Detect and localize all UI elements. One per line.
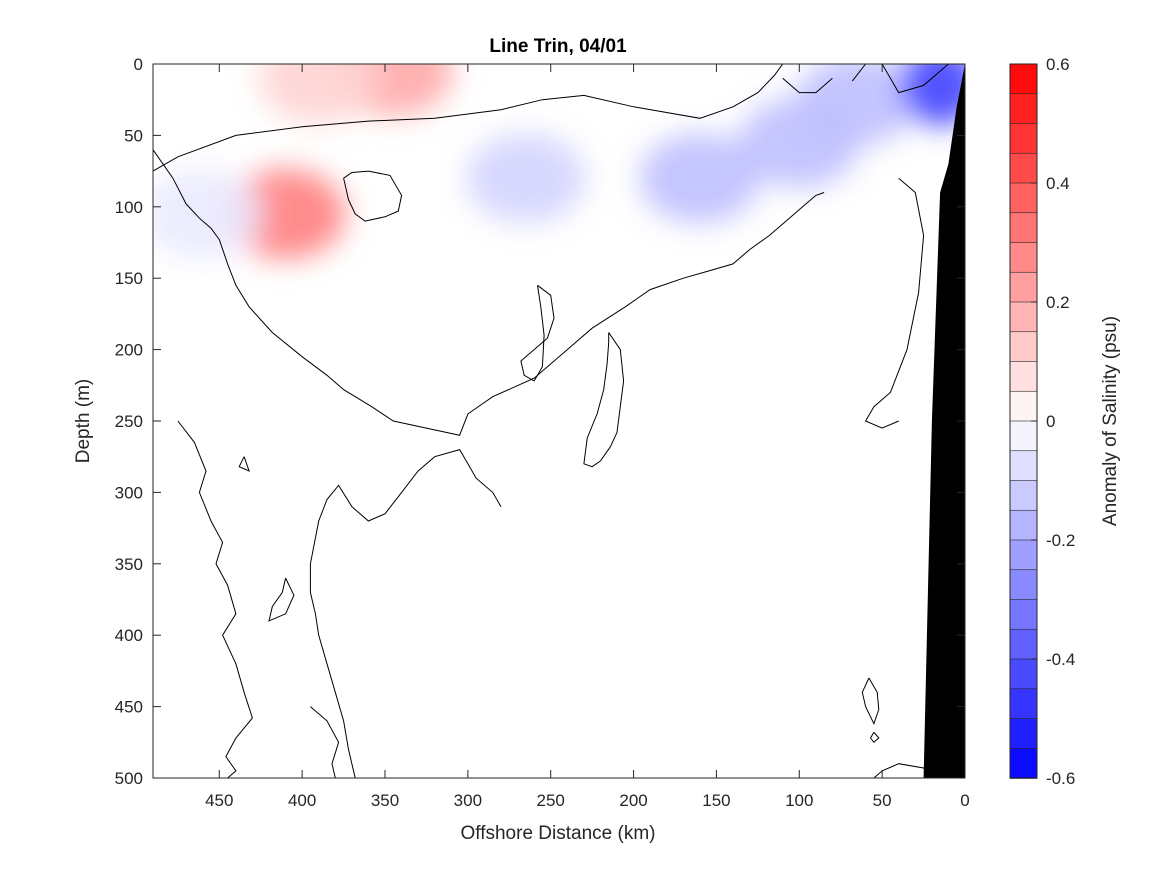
colorbar-segment — [1009, 747, 1038, 779]
zero-contour-14 — [861, 677, 880, 726]
colorbar-tick-label: 0.4 — [1046, 174, 1070, 193]
x-axis-label: Offshore Distance (km) — [461, 823, 656, 844]
chart-title: Line Trin, 04/01 — [489, 36, 627, 57]
anomaly-blob-1 — [258, 64, 379, 124]
zero-contour-7 — [583, 332, 625, 468]
colorbar-segment — [1009, 718, 1038, 750]
x-tick-label: 150 — [702, 791, 730, 810]
y-tick-label: 0 — [134, 55, 143, 74]
x-tick-label: 200 — [619, 791, 647, 810]
colorbar-segment — [1009, 63, 1038, 95]
zero-contour-12 — [310, 706, 340, 778]
x-tick-label: 300 — [454, 791, 482, 810]
colorbar-segment — [1009, 123, 1038, 155]
zero-contour-13 — [309, 449, 502, 778]
zero-contour-3 — [881, 64, 949, 94]
zero-contour-1 — [782, 77, 833, 94]
colorbar-segment — [1009, 569, 1038, 601]
y-tick-label: 50 — [124, 126, 143, 145]
bathymetry-polygon — [923, 64, 965, 778]
zero-contours — [153, 64, 949, 778]
colorbar-segment — [1009, 658, 1038, 690]
anomaly-blob-7 — [797, 64, 918, 145]
zero-contour-8 — [864, 177, 925, 429]
colorbar-segment — [1009, 242, 1038, 274]
colorbar-segment — [1009, 182, 1038, 214]
anomaly-blob-3 — [153, 168, 263, 259]
anomaly-blob-2 — [225, 168, 346, 259]
y-tick-label: 350 — [115, 555, 143, 574]
x-tick-label: 400 — [288, 791, 316, 810]
anomaly-blob-5 — [639, 133, 760, 224]
colorbar-segment — [1009, 331, 1038, 363]
colorbar-segment — [1009, 628, 1038, 660]
colorbar-segment — [1009, 509, 1038, 541]
x-tick-label: 250 — [537, 791, 565, 810]
colorbar-label: Anomaly of Salinity (psu) — [1100, 316, 1121, 526]
anomaly-blob-8 — [900, 64, 965, 126]
y-tick-label: 300 — [115, 483, 143, 502]
colorbar-segment — [1009, 539, 1038, 571]
colorbar-tick-label: 0 — [1046, 412, 1055, 431]
zero-contour-11 — [268, 577, 295, 622]
x-tick-label: 350 — [371, 791, 399, 810]
zero-contour-6 — [520, 284, 555, 382]
x-axis: 450 400 350 300 250 200 150 100 50 0 — [205, 64, 970, 810]
x-tick-label: 100 — [785, 791, 813, 810]
y-tick-label: 100 — [115, 198, 143, 217]
y-tick-label: 250 — [115, 412, 143, 431]
zero-contour-0 — [153, 64, 784, 172]
y-tick-label: 500 — [115, 769, 143, 788]
colorbar-tick-label: -0.6 — [1046, 769, 1075, 788]
colorbar-segment — [1009, 688, 1038, 720]
colorbar-tick-label: -0.4 — [1046, 650, 1075, 669]
x-tick-label: 50 — [873, 791, 892, 810]
colorbar-tick-label: -0.2 — [1046, 531, 1075, 550]
y-tick-label: 150 — [115, 269, 143, 288]
zero-contour-9 — [177, 420, 253, 778]
y-tick-label: 450 — [115, 698, 143, 717]
colorbar-segment — [1009, 599, 1038, 631]
colorbar-segment — [1009, 361, 1038, 393]
anomaly-blob-4 — [465, 133, 586, 224]
zero-contour-4 — [153, 149, 825, 436]
y-tick-label: 200 — [115, 341, 143, 360]
zero-contour-2 — [851, 64, 866, 82]
anomaly-field — [153, 64, 965, 259]
colorbar-segment — [1009, 450, 1038, 482]
y-tick-label: 400 — [115, 626, 143, 645]
colorbar-segment — [1009, 152, 1038, 184]
colorbar-tick-label: 0.2 — [1046, 293, 1070, 312]
colorbar-segment — [1009, 271, 1038, 303]
y-axis: 0 50 100 150 200 250 300 350 400 450 500 — [115, 55, 965, 788]
zero-contour-5 — [343, 170, 403, 222]
colorbar-segment — [1009, 390, 1038, 422]
bathymetry-layer — [923, 64, 965, 778]
colorbar-segment — [1009, 480, 1038, 512]
colorbar-segment — [1009, 420, 1038, 452]
colorbar: 0.6 0.4 0.2 0 -0.2 -0.4 -0.6 — [1009, 55, 1075, 788]
colorbar-segment — [1009, 93, 1038, 125]
x-tick-label: 0 — [960, 791, 969, 810]
zero-contour-15 — [869, 731, 880, 744]
colorbar-tick-label: 0.6 — [1046, 55, 1070, 74]
y-axis-label: Depth (m) — [73, 379, 94, 463]
colorbar-segment — [1009, 301, 1038, 333]
colorbar-segment — [1009, 212, 1038, 244]
zero-contour-10 — [238, 456, 250, 472]
anomaly-blobs — [153, 64, 965, 259]
x-tick-label: 450 — [205, 791, 233, 810]
